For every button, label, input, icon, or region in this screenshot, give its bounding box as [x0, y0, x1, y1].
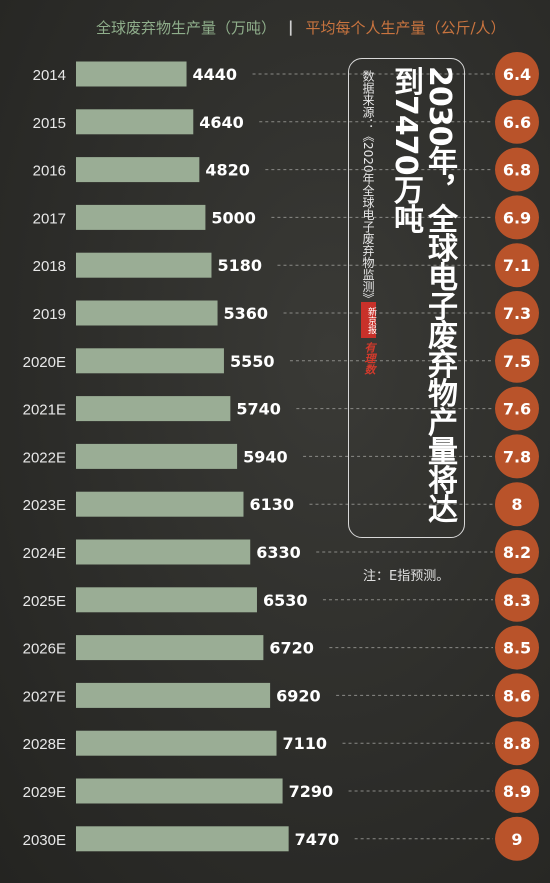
percapita-circle-16: [495, 816, 539, 861]
value-label-2: 4820: [205, 161, 250, 180]
percapita-circle-12: [495, 625, 539, 670]
bar-13: [76, 682, 271, 708]
chart-title: 2030年，全球电子废弃物产量将达到7470万吨: [388, 66, 457, 523]
percapita-circle-4: [495, 243, 539, 288]
year-label-13: 2027E: [23, 688, 66, 705]
year-label-9: 2023E: [23, 497, 66, 514]
value-label-15: 7290: [289, 782, 334, 801]
data-source: 数据来源：《2020年全球电子废弃物监测》: [361, 70, 375, 305]
logo-badge: 新京报: [361, 302, 376, 338]
percapita-circle-3: [495, 195, 539, 240]
bar-10: [76, 539, 251, 565]
bar-15: [76, 778, 283, 804]
percapita-circle-10: [495, 530, 539, 574]
year-label-4: 2018: [33, 258, 66, 275]
percapita-label-10: 8.2: [503, 543, 531, 562]
year-label-14: 2028E: [23, 736, 66, 753]
percapita-label-0: 6.4: [503, 65, 531, 84]
value-label-7: 5740: [236, 400, 281, 419]
percapita-circle-7: [495, 386, 539, 431]
value-label-16: 7470: [295, 830, 340, 849]
percapita-label-16: 9: [511, 830, 522, 849]
percapita-label-4: 7.1: [503, 256, 531, 275]
bar-11: [76, 587, 257, 613]
bar-3: [76, 204, 206, 230]
year-label-1: 2015: [33, 115, 66, 132]
year-label-7: 2021E: [23, 402, 66, 419]
percapita-circle-2: [495, 147, 539, 192]
percapita-label-6: 7.5: [503, 352, 531, 371]
value-label-1: 4640: [199, 113, 244, 132]
percapita-circle-9: [495, 482, 539, 527]
bar-14: [76, 730, 277, 756]
value-label-3: 5000: [211, 208, 256, 227]
percapita-label-1: 6.6: [503, 113, 531, 132]
value-label-4: 5180: [217, 256, 262, 275]
value-label-11: 6530: [263, 591, 308, 610]
year-label-3: 2017: [33, 210, 66, 227]
year-label-12: 2026E: [23, 641, 66, 658]
value-label-10: 6330: [256, 543, 301, 562]
value-label-5: 5360: [224, 304, 269, 323]
bar-8: [76, 443, 238, 469]
legend-separator: |: [288, 18, 294, 36]
bar-9: [76, 491, 244, 517]
percapita-circle-5: [495, 291, 539, 335]
bar-1: [76, 109, 194, 135]
percapita-label-13: 8.6: [503, 686, 531, 705]
bar-4: [76, 252, 212, 278]
percapita-label-5: 7.3: [503, 304, 531, 323]
bar-12: [76, 635, 264, 661]
value-label-8: 5940: [243, 447, 288, 466]
percapita-label-11: 8.3: [503, 591, 531, 610]
bar-6: [76, 348, 224, 374]
percapita-label-14: 8.8: [503, 734, 531, 753]
bar-2: [76, 157, 200, 183]
year-label-0: 2014: [33, 67, 66, 84]
year-label-6: 2020E: [23, 354, 66, 371]
year-label-11: 2025E: [23, 593, 66, 610]
bar-0: [76, 61, 187, 87]
logo-subtitle: 有理数: [363, 342, 376, 375]
year-label-8: 2022E: [23, 449, 66, 466]
percapita-circle-8: [495, 434, 539, 479]
legend: 全球废弃物生产量（万吨） | 平均每个人生产量（公斤/人）: [96, 15, 506, 39]
percapita-label-2: 6.8: [503, 161, 531, 180]
percapita-circle-14: [495, 721, 539, 766]
value-label-0: 4440: [193, 65, 238, 84]
year-label-16: 2030E: [23, 832, 66, 849]
footnote: 注：E指预测。: [363, 569, 450, 584]
value-label-6: 5550: [230, 352, 275, 371]
year-label-10: 2024E: [23, 545, 66, 562]
percapita-label-3: 6.9: [503, 208, 531, 227]
percapita-circle-0: [495, 52, 539, 96]
percapita-circle-13: [495, 673, 539, 718]
legend-series2-label: 平均每个人生产量（公斤/人）: [305, 18, 506, 37]
value-label-13: 6920: [276, 686, 321, 705]
year-label-5: 2019: [33, 306, 66, 323]
value-label-14: 7110: [283, 734, 328, 753]
value-label-12: 6720: [269, 639, 314, 658]
value-label-9: 6130: [249, 495, 294, 514]
percapita-label-8: 7.8: [503, 447, 531, 466]
percapita-label-12: 8.5: [503, 639, 531, 658]
year-label-2: 2016: [33, 163, 66, 180]
percapita-circle-1: [495, 99, 539, 144]
percapita-circle-11: [495, 577, 539, 622]
bar-5: [76, 300, 218, 326]
legend-series1-label: 全球废弃物生产量（万吨）: [96, 18, 277, 37]
bar-16: [76, 826, 289, 852]
percapita-label-15: 8.9: [503, 782, 531, 801]
year-label-15: 2029E: [23, 784, 66, 801]
percapita-label-7: 7.6: [503, 400, 531, 419]
percapita-circle-15: [495, 769, 539, 813]
title-box: [348, 58, 465, 538]
percapita-circle-6: [495, 338, 539, 383]
percapita-label-9: 8: [511, 495, 522, 514]
publisher-logo: 新京报 有理数: [361, 302, 376, 382]
bar-7: [76, 396, 231, 422]
